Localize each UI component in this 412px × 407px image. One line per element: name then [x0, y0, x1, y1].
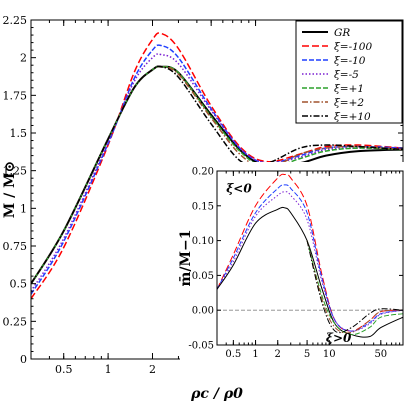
inset-frame: [216, 170, 404, 346]
inset-x-tick-label: 1: [252, 349, 258, 360]
inset-x-tick-label: 2: [275, 349, 281, 360]
legend-label-xiplus10: ξ=+10: [334, 111, 371, 123]
legend-label-xiplus1: ξ=+1: [334, 83, 364, 95]
inset-plot: -0.05 0.00 0.05 0.10 0.15 0.20 0.5 1 2 5 10 50 m̄/M−…: [178, 162, 406, 374]
annotation-xi-positive: ξ>0: [326, 331, 352, 345]
inset-y-tick-label: -0.05: [188, 341, 214, 352]
inset-y-tick-label: 0.05: [192, 271, 214, 282]
inset-series-line-ximinus5: [217, 191, 403, 332]
annotation-xi-negative: ξ<0: [226, 181, 252, 195]
main-y-tick-label: 0.25: [3, 315, 28, 328]
inset-y-tick-label: 0.10: [192, 236, 214, 247]
inset-series-group: [217, 173, 403, 338]
inset-x-tick-label: 0.5: [225, 349, 241, 360]
main-series-group: [31, 32, 403, 300]
inset-x-tick-label: 5: [304, 349, 310, 360]
main-x-tick-label: 1: [105, 363, 112, 376]
main-series-line-xiplus10: [31, 65, 403, 285]
main-y-tick-label: 1.5: [10, 127, 28, 140]
inset-y-tick-label: 0.00: [192, 306, 214, 317]
legend-label-ximinus10: ξ=-10: [334, 55, 366, 67]
legend: GR ξ=-100 ξ=-10 ξ=-5 ξ=+1 ξ=+2 ξ=+10: [295, 20, 403, 124]
main-y-tick-label: 2: [20, 52, 27, 65]
main-y-tick-label: 0.75: [3, 240, 28, 253]
inset-y-tick-label: 0.15: [192, 201, 214, 212]
main-series-line-ximinus10: [31, 44, 403, 295]
legend-label-gr: GR: [334, 27, 350, 39]
inset-series-line-xiplus2: [306, 240, 403, 334]
main-y-tick-label: 2.25: [3, 14, 28, 27]
legend-label-xiplus2: ξ=+2: [334, 97, 364, 109]
inset-x-tick-label: 10: [323, 349, 336, 360]
legend-label-ximinus100: ξ=-100: [334, 41, 372, 53]
main-x-tick-label: 2: [149, 363, 156, 376]
inset-x-tick-label: 50: [374, 349, 387, 360]
legend-box: [295, 20, 403, 124]
inset-series-line-ximinus10: [217, 184, 403, 332]
main-x-tick-label: 0.5: [55, 363, 73, 376]
inset-background: [180, 162, 406, 374]
main-series-line-ximinus5: [31, 53, 403, 292]
main-y-tick-label: 1: [20, 202, 27, 215]
legend-label-ximinus5: ξ=-5: [334, 69, 359, 81]
y-axis-title: M / M⊙: [2, 161, 18, 219]
inset-y-axis-title: m̄/M−1: [178, 230, 194, 287]
x-axis-title: ρc / ρ0: [190, 386, 243, 402]
main-y-tick-label: 0: [20, 353, 27, 366]
main-y-tick-label: 1.25: [3, 165, 28, 178]
main-y-tick-label: 0.5: [10, 278, 28, 291]
inset-y-tick-label: 0.20: [192, 167, 214, 178]
main-y-tick-label: 1.75: [3, 89, 28, 102]
inset-series-line-xiplus1: [306, 240, 403, 336]
